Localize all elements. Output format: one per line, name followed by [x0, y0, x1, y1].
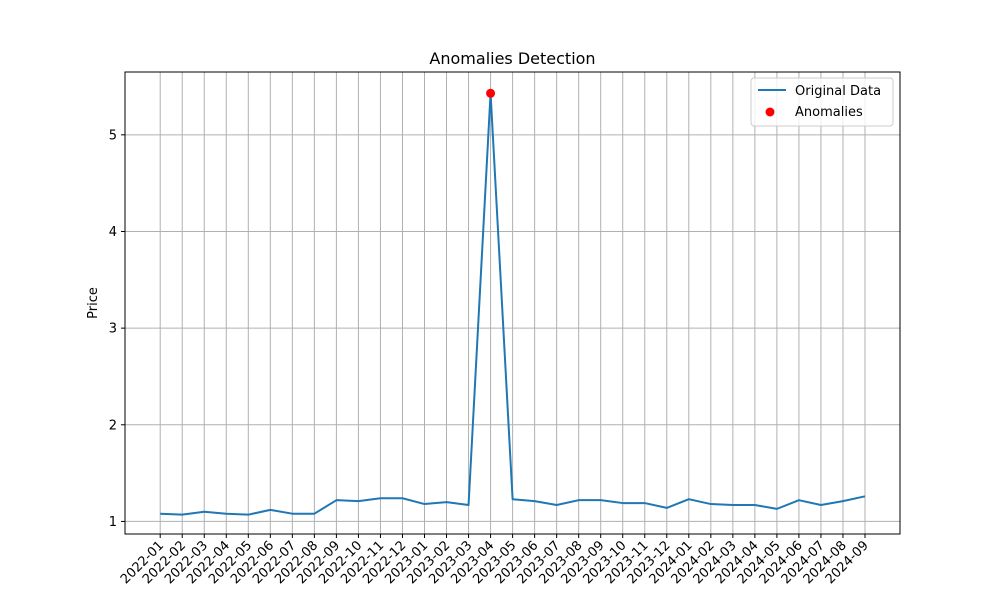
- y-tick-label: 2: [109, 418, 117, 433]
- legend-label-anomalies: Anomalies: [795, 105, 863, 120]
- legend-dot-swatch: [765, 107, 775, 117]
- y-tick-label: 4: [109, 225, 117, 240]
- y-tick-label: 3: [109, 322, 117, 337]
- y-tick-label: 1: [109, 515, 117, 530]
- chart-title: Anomalies Detection: [429, 49, 595, 68]
- y-axis-label: Price: [86, 287, 101, 319]
- plot-data: [160, 88, 866, 516]
- series-line: [160, 92, 866, 516]
- y-tick-label: 5: [109, 128, 117, 143]
- legend-frame: [750, 77, 894, 127]
- x-axis: 2022-012022-022022-032022-042022-052022-…: [118, 534, 872, 587]
- grid: [125, 72, 900, 534]
- anomaly-point: [486, 88, 496, 98]
- y-axis: 1 2 3 4 5: [109, 128, 125, 530]
- legend-label-original-data: Original Data: [795, 84, 881, 99]
- legend: Original Data Anomalies: [750, 77, 894, 127]
